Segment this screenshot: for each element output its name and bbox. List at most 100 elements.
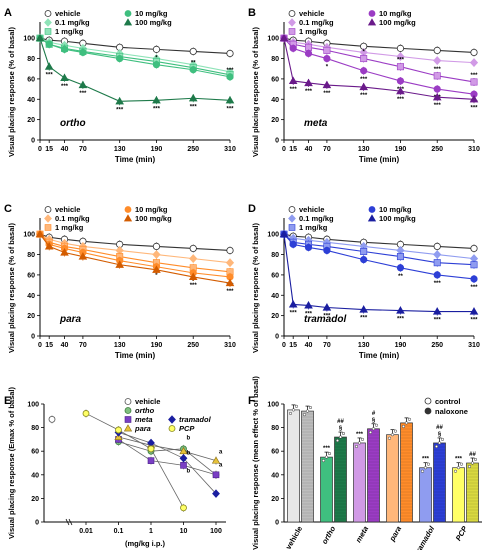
series-ortho (115, 437, 220, 479)
y-tick-label: 80 (271, 252, 279, 259)
data-point (323, 54, 331, 63)
significance-label: *** (356, 432, 364, 438)
individual-point (390, 433, 395, 437)
y-tick-label: 20 (27, 117, 35, 124)
series-line (283, 233, 475, 266)
legend-marker (288, 224, 296, 231)
series-line (118, 431, 217, 494)
x-tick-label: 15 (45, 342, 53, 349)
x-tick-label: 15 (289, 146, 297, 153)
legend-label: 10 mg/kg (379, 205, 412, 214)
x-tick-label: 130 (358, 146, 370, 153)
panel-letter: C (4, 203, 12, 215)
x-tick-label: 310 (224, 146, 236, 153)
x-tick-label: 70 (323, 342, 331, 349)
legend-marker (168, 425, 176, 432)
significance-label: *** (323, 313, 331, 319)
significance-label: *** (434, 281, 442, 287)
x-tick-label: PCP (454, 524, 470, 543)
x-tick-label: 0 (38, 342, 42, 349)
individual-point (467, 464, 472, 469)
significance-label: b (187, 435, 191, 441)
significance-label: *** (305, 311, 313, 317)
bar (419, 467, 432, 523)
data-point (396, 264, 405, 272)
series-10-mg-kg: ******** (280, 230, 478, 291)
individual-point (459, 462, 464, 466)
data-point (225, 278, 235, 287)
individual-point (404, 421, 409, 425)
series-100-mg-kg: *** *** (35, 229, 235, 295)
legend-label: tramadol (179, 415, 212, 424)
legend-label: 1 mg/kg (55, 27, 84, 36)
x-tick-label: 130 (358, 342, 370, 349)
series-line (283, 233, 475, 249)
legend-label: vehicle (299, 9, 324, 18)
legend-label: 1 mg/kg (299, 223, 328, 232)
x-tick-label: 130 (114, 146, 126, 153)
data-point (469, 307, 479, 315)
series-100-mg-kg: ********************* (35, 33, 235, 113)
x-tick-label: 40 (61, 146, 69, 153)
individual-point (341, 431, 346, 436)
series-tramadol (114, 428, 220, 498)
data-point (396, 253, 404, 261)
significance-label: *** (290, 87, 298, 93)
data-point (226, 73, 234, 81)
data-point (289, 240, 297, 248)
significance-label: *** (290, 310, 298, 316)
y-tick-label: 60 (27, 76, 35, 83)
legend-marker (288, 206, 296, 213)
significance-label: *** (470, 318, 478, 324)
significance-label: *** (226, 68, 234, 74)
individual-point (456, 466, 461, 470)
series-10-mg-kg: ****** (36, 34, 234, 81)
y-tick-label: 100 (267, 402, 279, 409)
legend-marker (368, 10, 376, 17)
data-point (152, 242, 161, 251)
bar (386, 434, 399, 523)
individual-point (420, 469, 425, 473)
data-point (323, 46, 331, 54)
data-point (432, 92, 442, 101)
legend-marker (124, 10, 132, 17)
legend-label: para (134, 424, 151, 433)
data-point (82, 410, 90, 417)
legend-label: 100 mg/kg (135, 18, 172, 27)
significance-label: *** (323, 91, 331, 97)
legend-marker (424, 407, 432, 415)
legend-marker (44, 28, 52, 35)
series-vehicle (48, 415, 56, 424)
data-point (78, 80, 88, 89)
data-point (115, 426, 122, 434)
data-point (433, 271, 441, 279)
x-tick-label: 15 (45, 146, 53, 153)
significance-label: *** (360, 93, 368, 99)
x-tick-label: 310 (468, 146, 480, 153)
individual-point (354, 444, 359, 449)
panel-letter: E (4, 395, 11, 407)
series-line (39, 233, 231, 252)
data-point (433, 250, 442, 259)
bar-group-tramadol: *** §## tramadol (413, 425, 446, 550)
data-point (225, 95, 235, 104)
data-point (396, 44, 405, 52)
significance-label: *** (470, 285, 478, 291)
significance-label: ** (191, 61, 196, 67)
individual-point (437, 441, 442, 445)
legend-marker (44, 206, 52, 213)
data-point (212, 489, 220, 498)
series-line (118, 441, 217, 476)
data-point (60, 73, 69, 81)
individual-point (393, 429, 398, 433)
compound-label: para (59, 314, 82, 325)
x-axis-label: Time (min) (115, 155, 156, 164)
legend-label: 10 mg/kg (135, 9, 168, 18)
significance-label: *** (323, 446, 331, 452)
data-point (152, 265, 161, 273)
